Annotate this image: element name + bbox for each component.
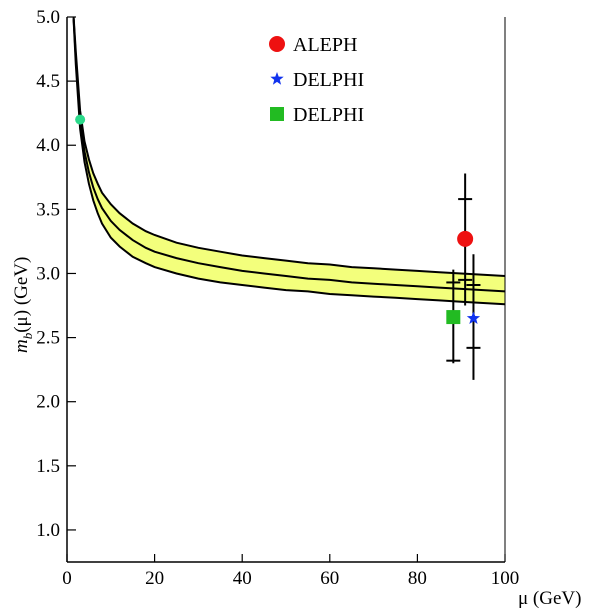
y-tick-label: 4.0 [36, 135, 60, 156]
lower-curve [72, 19, 506, 306]
y-tick-label: 1.5 [36, 456, 60, 477]
y-tick-label: 3.5 [36, 199, 60, 220]
axes: 1.0 1.5 2.0 2.5 3.0 3.5 4.0 4.5 5.0 0 20 40 60 80 100 [36, 7, 519, 589]
x-tick-label: 0 [62, 568, 72, 589]
reference-point [75, 114, 86, 125]
data-point-3 [446, 310, 461, 325]
y-axis-title-subscript: b [20, 332, 35, 339]
x-tick-label: 100 [491, 568, 520, 589]
y-tick-label: 3.0 [36, 263, 60, 284]
data-point-1 [457, 230, 474, 247]
x-tick-label: 60 [320, 568, 339, 589]
legend: ALEPH DELPHI DELPHI [269, 34, 364, 126]
legend-label-2: DELPHI [293, 69, 364, 91]
x-axis-title: μ (GeV) [518, 588, 581, 609]
curve-layer [72, 16, 506, 306]
x-tick-label: 20 [145, 568, 164, 589]
legend-marker-1 [269, 36, 285, 52]
y-tick-label: 4.5 [36, 71, 60, 92]
y-axis-title-rest: (μ) (GeV) [11, 257, 32, 333]
central-curve [72, 18, 506, 293]
x-tick-label: 80 [408, 568, 427, 589]
data-points-layer [75, 114, 481, 380]
uncertainty-band-layer [73, 17, 505, 305]
legend-marker-3 [270, 107, 284, 121]
y-tick-label: 2.5 [36, 328, 60, 349]
y-tick-label: 5.0 [36, 7, 60, 28]
upper-curve [72, 16, 506, 277]
x-tick-label: 40 [233, 568, 252, 589]
legend-label-3: DELPHI [293, 104, 364, 126]
y-tick-label: 2.0 [36, 392, 60, 413]
legend-marker-2 [270, 72, 284, 85]
y-axis-title-symbol: m [11, 339, 32, 353]
y-tick-label: 1.0 [36, 520, 60, 541]
uncertainty-band [73, 17, 505, 305]
legend-label-1: ALEPH [293, 34, 357, 56]
y-axis-title: mb(μ) (GeV) [11, 257, 35, 353]
data-point-2 [466, 311, 481, 324]
